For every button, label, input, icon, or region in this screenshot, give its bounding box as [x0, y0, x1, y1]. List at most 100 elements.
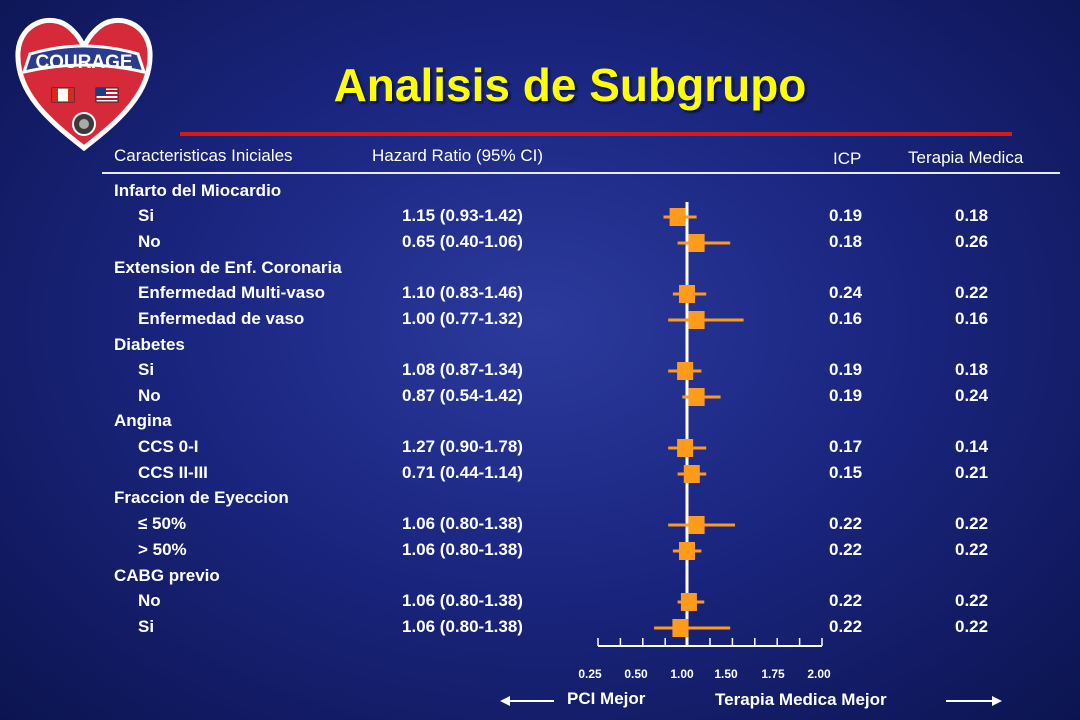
group-label: CABG previo: [114, 566, 220, 585]
medical-therapy-better-label: Terapia Medica Mejor: [715, 690, 887, 709]
header-divider: [102, 172, 1060, 174]
icp-value: 0.24: [829, 283, 863, 302]
medical-therapy-value: 0.22: [955, 514, 989, 533]
icp-value: 0.22: [829, 617, 863, 636]
point-marker: [672, 619, 689, 637]
hazard-ratio-value: 1.06 (0.80-1.38): [402, 514, 523, 533]
point-marker: [688, 516, 705, 534]
table-row: > 50% 1.06 (0.80-1.38) 0.22 0.22: [0, 540, 1080, 566]
point-marker: [677, 362, 694, 380]
row-label: Enfermedad Multi-vaso: [138, 283, 326, 302]
medical-therapy-value: 0.18: [955, 360, 989, 379]
table-row: No 0.87 (0.54-1.42) 0.19 0.24: [0, 386, 1080, 412]
row-label: Si: [138, 206, 155, 225]
hazard-ratio-value: 1.27 (0.90-1.78): [402, 437, 523, 456]
x-tick-label: 1.00: [670, 667, 694, 681]
row-label: No: [138, 232, 161, 251]
x-tick-label: 0.25: [578, 667, 602, 681]
point-marker: [683, 465, 700, 483]
hazard-ratio-value: 1.06 (0.80-1.38): [402, 591, 523, 610]
hazard-ratio-value: 0.65 (0.40-1.06): [402, 232, 523, 251]
medical-therapy-value: 0.24: [955, 386, 989, 405]
medical-therapy-value: 0.22: [955, 540, 989, 559]
row-label: ≤ 50%: [138, 514, 187, 533]
row-label: No: [138, 386, 161, 405]
medical-therapy-value: 0.22: [955, 617, 989, 636]
icp-value: 0.22: [829, 591, 863, 610]
row-label: Enfermedad de vaso: [138, 309, 305, 328]
icp-value: 0.22: [829, 514, 863, 533]
hazard-ratio-value: 1.06 (0.80-1.38): [402, 540, 523, 559]
table-row: Enfermedad Multi-vaso 1.10 (0.83-1.46) 0…: [0, 283, 1080, 309]
table-row: Si 1.06 (0.80-1.38) 0.22 0.22: [0, 617, 1080, 643]
point-marker: [688, 234, 705, 252]
table-row: No 0.65 (0.40-1.06) 0.18 0.26: [0, 232, 1080, 258]
table-row: No 1.06 (0.80-1.38) 0.22 0.22: [0, 591, 1080, 617]
row-label: Si: [138, 617, 155, 636]
x-tick-label: 2.00: [807, 667, 831, 681]
group-label: Fraccion de Eyeccion: [114, 488, 289, 507]
header-hazard-ratio: Hazard Ratio (95% CI): [372, 146, 544, 165]
title-divider: [180, 132, 1012, 136]
right-arrow-icon: [946, 696, 1002, 706]
icp-value: 0.16: [829, 309, 863, 328]
point-marker: [688, 311, 705, 329]
table-row: Enfermedad de vaso 1.00 (0.77-1.32) 0.16…: [0, 309, 1080, 335]
hazard-ratio-value: 0.87 (0.54-1.42): [402, 386, 523, 405]
icp-value: 0.15: [829, 463, 863, 482]
group-row: Extension de Enf. Coronaria: [0, 258, 1080, 284]
row-label: Si: [138, 360, 155, 379]
hazard-ratio-value: 1.00 (0.77-1.32): [402, 309, 523, 328]
group-label: Diabetes: [114, 335, 185, 354]
page-title: Analisis de Subgrupo: [333, 59, 807, 111]
icp-value: 0.22: [829, 540, 863, 559]
group-row: Diabetes: [0, 335, 1080, 361]
pci-better-label: PCI Mejor: [567, 689, 646, 708]
group-row: Infarto del Miocardio: [0, 181, 1080, 207]
table-row: CCS II-III 0.71 (0.44-1.14) 0.15 0.21: [0, 463, 1080, 489]
icp-value: 0.17: [829, 437, 863, 456]
point-marker: [669, 208, 686, 226]
icp-value: 0.19: [829, 360, 863, 379]
point-marker: [677, 439, 694, 457]
hazard-ratio-value: 1.06 (0.80-1.38): [402, 617, 523, 636]
point-marker: [679, 285, 695, 303]
row-label: CCS II-III: [138, 463, 208, 482]
medical-therapy-value: 0.18: [955, 206, 989, 225]
medical-therapy-value: 0.16: [955, 309, 989, 328]
group-row: CABG previo: [0, 566, 1080, 592]
table-row: ≤ 50% 1.06 (0.80-1.38) 0.22 0.22: [0, 514, 1080, 540]
icp-value: 0.19: [829, 206, 863, 225]
hazard-ratio-value: 1.10 (0.83-1.46): [402, 283, 523, 302]
left-arrow-icon: [500, 696, 554, 706]
hazard-ratio-value: 0.71 (0.44-1.14): [402, 463, 523, 482]
icp-value: 0.19: [829, 386, 863, 405]
courage-logo: COURAGE: [15, 17, 153, 152]
x-tick-label: 1.50: [714, 667, 738, 681]
table-row: Si 1.08 (0.87-1.34) 0.19 0.18: [0, 360, 1080, 386]
hazard-ratio-value: 1.08 (0.87-1.34): [402, 360, 523, 379]
header-characteristics: Caracteristicas Iniciales: [114, 146, 293, 165]
group-row: Fraccion de Eyeccion: [0, 488, 1080, 514]
group-label: Extension de Enf. Coronaria: [114, 258, 342, 277]
x-tick-label: 1.75: [761, 667, 785, 681]
header-icp: ICP: [833, 149, 862, 168]
medical-therapy-value: 0.14: [955, 437, 989, 456]
row-label: > 50%: [138, 540, 187, 559]
point-marker: [688, 388, 705, 406]
hazard-ratio-value: 1.15 (0.93-1.42): [402, 206, 523, 225]
point-marker: [680, 593, 697, 611]
table-row: CCS 0-I 1.27 (0.90-1.78) 0.17 0.14: [0, 437, 1080, 463]
group-label: Infarto del Miocardio: [114, 181, 282, 200]
row-label: No: [138, 591, 161, 610]
table-row: Si 1.15 (0.93-1.42) 0.19 0.18: [0, 206, 1080, 232]
medical-therapy-value: 0.22: [955, 283, 989, 302]
x-tick-label: 0.50: [624, 667, 648, 681]
icp-value: 0.18: [829, 232, 863, 251]
medical-therapy-value: 0.22: [955, 591, 989, 610]
header-medical-therapy: Terapia Medica: [908, 148, 1024, 167]
group-label: Angina: [114, 411, 172, 430]
point-marker: [679, 542, 695, 560]
medical-therapy-value: 0.26: [955, 232, 989, 251]
